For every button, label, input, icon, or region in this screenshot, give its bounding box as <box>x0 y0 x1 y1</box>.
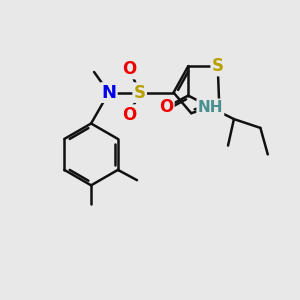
Text: NH: NH <box>198 100 223 115</box>
Text: S: S <box>212 57 224 75</box>
Text: O: O <box>122 106 136 124</box>
Text: O: O <box>159 98 173 116</box>
Text: S: S <box>134 84 146 102</box>
Text: O: O <box>122 60 136 78</box>
Text: N: N <box>101 84 116 102</box>
